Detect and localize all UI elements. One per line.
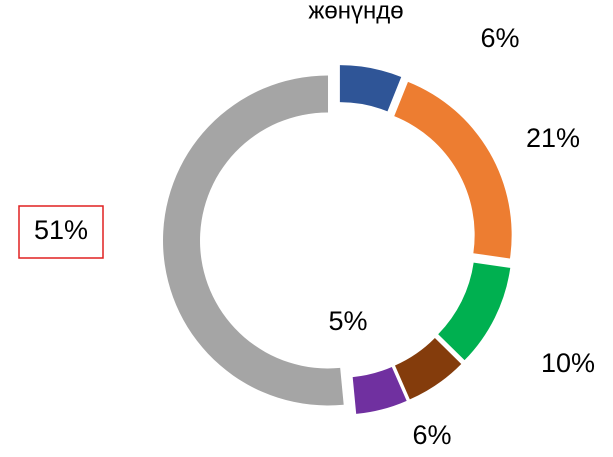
data-label: 6% bbox=[480, 23, 519, 53]
data-label: 6% bbox=[412, 420, 451, 450]
highlight-box bbox=[18, 205, 104, 259]
data-label: 21% bbox=[526, 123, 580, 153]
data-label: 5% bbox=[328, 306, 367, 336]
donut-slice bbox=[394, 81, 512, 259]
data-label: 51% bbox=[34, 215, 88, 245]
donut-slice bbox=[352, 366, 407, 414]
chart-title: жөнүндө bbox=[308, 0, 403, 24]
data-label: 10% bbox=[541, 348, 595, 378]
donut-slice bbox=[394, 338, 462, 400]
donut-slice bbox=[339, 65, 402, 112]
donut-slice bbox=[438, 262, 511, 361]
donut-slice bbox=[163, 75, 344, 406]
